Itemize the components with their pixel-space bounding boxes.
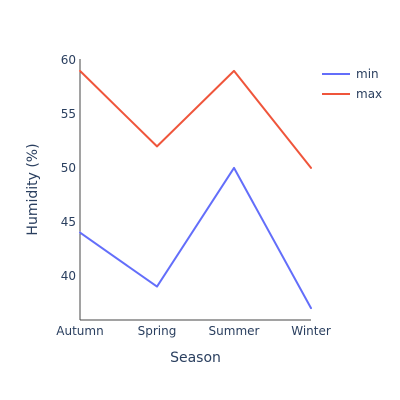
x-tick-label: Winter	[291, 324, 331, 338]
y-tick-label: 40	[61, 269, 76, 283]
series-line-max	[79, 69, 312, 169]
legend-item-min[interactable]: min	[322, 67, 379, 81]
legend-label: min	[356, 67, 379, 81]
x-tick-label: Summer	[209, 324, 260, 338]
series-line-min	[79, 166, 312, 310]
x-axis-ticks: Autumn Spring Summer Winter	[56, 324, 331, 338]
y-axis-ticks: 40 45 50 55 60	[61, 53, 76, 283]
y-axis-title: Humidity (%)	[25, 143, 41, 235]
axes	[79, 59, 311, 321]
legend[interactable]: min max	[322, 67, 382, 101]
legend-label: max	[356, 87, 382, 101]
legend-item-max[interactable]: max	[322, 87, 382, 101]
x-tick-label: Autumn	[56, 324, 103, 338]
y-tick-label: 55	[61, 107, 76, 121]
y-tick-label: 60	[61, 53, 76, 67]
x-tick-label: Spring	[138, 324, 177, 338]
y-tick-label: 50	[61, 161, 76, 175]
y-tick-label: 45	[61, 215, 76, 229]
data-series	[79, 69, 312, 310]
x-axis-title: Season	[170, 350, 221, 366]
